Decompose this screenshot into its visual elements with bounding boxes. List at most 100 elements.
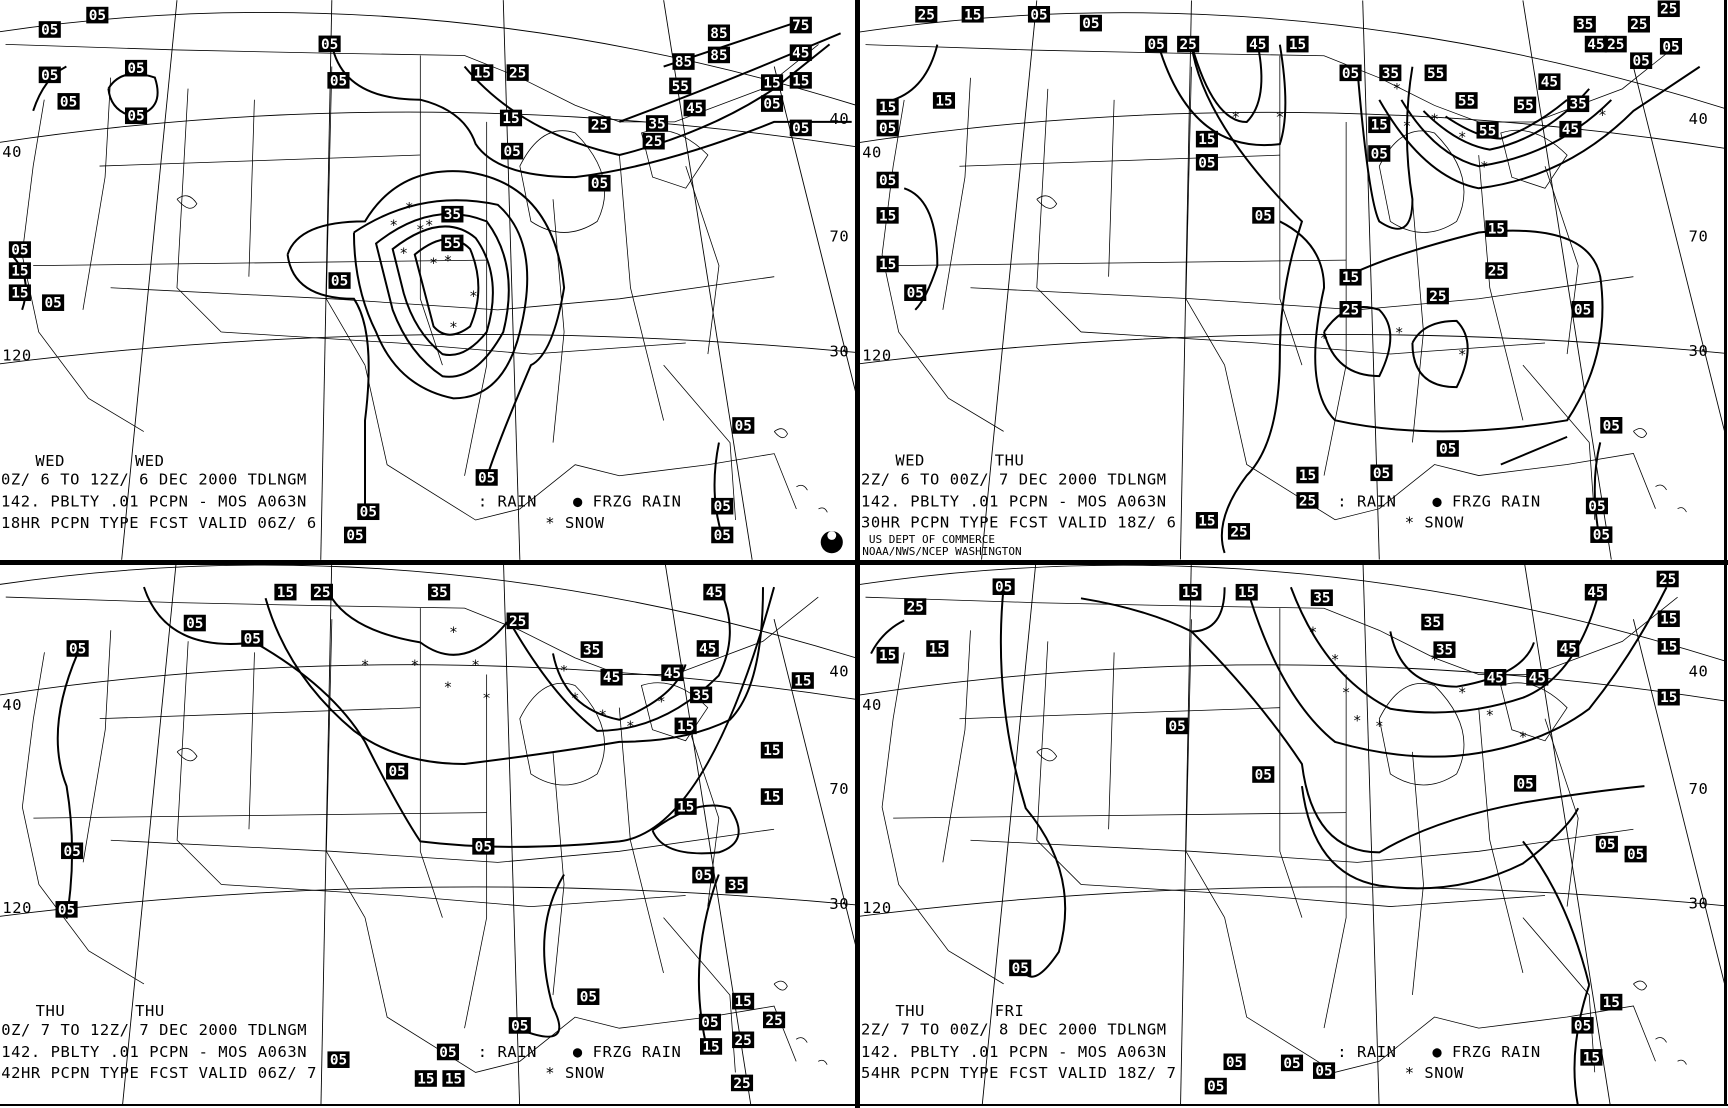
contour-label: 05 bbox=[475, 469, 498, 486]
graticule-line bbox=[122, 565, 177, 1104]
contour-label-value: 05 bbox=[11, 243, 28, 259]
contour-label: 85 bbox=[707, 24, 731, 42]
contour-label: 05 bbox=[124, 107, 148, 125]
contour-label-box bbox=[789, 119, 812, 137]
contour-label-box bbox=[38, 66, 61, 84]
contour-label: 05 bbox=[1204, 1077, 1227, 1095]
contour-label-value: 35 bbox=[430, 585, 447, 601]
snow-symbol: * bbox=[657, 695, 666, 711]
contour-label-value: 25 bbox=[1660, 2, 1677, 18]
snow-symbol: * bbox=[1276, 110, 1285, 126]
contour-label-box bbox=[1223, 1053, 1246, 1071]
contour-label-value: 35 bbox=[444, 207, 461, 223]
state-boundary bbox=[970, 276, 1634, 311]
day-start: THU bbox=[36, 1002, 66, 1020]
contour-label-box bbox=[472, 838, 495, 855]
contour-label-box bbox=[580, 641, 603, 658]
contour-label-value: 45 bbox=[1560, 642, 1577, 658]
contour-label-value: 05 bbox=[44, 296, 61, 312]
contour-label: 05 bbox=[66, 640, 89, 657]
legend-snow: * SNOW bbox=[1405, 513, 1464, 531]
state-boundary bbox=[419, 608, 443, 918]
contour-label-value: 05 bbox=[388, 764, 405, 780]
contour-label-box bbox=[683, 99, 706, 117]
snow-symbol: * bbox=[416, 223, 425, 239]
state-boundary bbox=[1036, 88, 1082, 333]
contour-line bbox=[1080, 587, 1226, 633]
contour-label-value: 25 bbox=[1179, 37, 1196, 53]
contour-label-value: 25 bbox=[1659, 572, 1676, 588]
contour-label: 45 bbox=[1557, 640, 1580, 658]
state-boundary bbox=[1522, 364, 1596, 520]
contour-label-box bbox=[328, 272, 351, 289]
contour-line bbox=[1157, 44, 1287, 147]
legend-rain: : RAIN bbox=[478, 1043, 537, 1061]
contour-label: 05 bbox=[1166, 717, 1189, 735]
state-boundary bbox=[176, 88, 222, 333]
contour-label-value: 15 bbox=[1660, 690, 1677, 706]
contour-label-box bbox=[1227, 523, 1251, 540]
contour-label-value: 15 bbox=[1299, 468, 1316, 484]
contour-label: 05 bbox=[1600, 417, 1623, 434]
state-boundary bbox=[619, 154, 665, 421]
contour-label: 05 bbox=[55, 901, 78, 918]
contour-label: 25 bbox=[506, 64, 529, 82]
noaa-logo-icon-inner bbox=[827, 531, 837, 540]
contour-label-box bbox=[1476, 122, 1499, 139]
contour-label-value: 15 bbox=[763, 76, 780, 92]
state-boundary bbox=[970, 828, 1634, 863]
contour-label-value: 15 bbox=[792, 73, 809, 89]
contour-label-value: 15 bbox=[1198, 132, 1215, 148]
state-boundary bbox=[364, 365, 797, 521]
contour-label-value: 25 bbox=[645, 134, 662, 150]
contour-label-box bbox=[725, 876, 748, 894]
contour-label: 05 bbox=[1585, 497, 1608, 515]
contour-label-value: 15 bbox=[794, 673, 811, 689]
contour-label: 25 bbox=[1627, 15, 1650, 33]
contour-label-value: 05 bbox=[591, 176, 608, 192]
contour-label-value: 35 bbox=[1576, 17, 1593, 33]
contour-label-box bbox=[904, 598, 927, 615]
contour-label-box bbox=[66, 640, 89, 657]
state-boundary bbox=[893, 812, 1347, 819]
contour-label-value: 45 bbox=[699, 641, 716, 657]
contour-label-value: 05 bbox=[89, 8, 106, 24]
contour-label-value: 15 bbox=[879, 648, 896, 664]
lon-70-label: 70 bbox=[1689, 227, 1709, 245]
state-boundary bbox=[1185, 619, 1225, 918]
contour-label-box bbox=[1424, 64, 1447, 82]
lat-40-label-right: 40 bbox=[829, 663, 849, 681]
contour-label-value: 05 bbox=[330, 73, 347, 89]
contour-line bbox=[1378, 65, 1701, 190]
contour-label: 45 bbox=[1246, 35, 1269, 53]
contour-label-value: 45 bbox=[664, 666, 681, 682]
contour-label-box bbox=[1177, 35, 1200, 53]
legend-frzg-rain: ● FRZG RAIN bbox=[1432, 1043, 1540, 1061]
state-boundary bbox=[33, 812, 487, 819]
contour-label-box bbox=[506, 64, 529, 81]
contour-line bbox=[330, 44, 852, 179]
contour-label-value: 05 bbox=[1147, 37, 1164, 53]
state-boundary bbox=[881, 99, 1004, 432]
state-boundary bbox=[685, 165, 720, 355]
contour-label-box bbox=[1657, 638, 1680, 655]
snow-symbol: * bbox=[1353, 713, 1362, 729]
graticule-line bbox=[1522, 0, 1612, 560]
contour-label-value: 15 bbox=[879, 257, 896, 273]
contour-label-box bbox=[8, 241, 31, 258]
contour-label: 15 bbox=[876, 646, 899, 664]
day-end: THU bbox=[135, 1002, 165, 1020]
contour-label-value: 25 bbox=[733, 1076, 750, 1092]
contour-label: 15 bbox=[932, 92, 956, 109]
contour-label-value: 45 bbox=[792, 46, 809, 62]
contour-label: 05 bbox=[1630, 52, 1653, 70]
panel-30hr: 40 40 70 120 30 * * * * * * * * * * * 25 15 05 05 05 25 45 15 05… bbox=[860, 0, 1724, 560]
legend-rain: : RAIN bbox=[478, 493, 537, 511]
state-boundary bbox=[1412, 199, 1424, 443]
valid-period: 12Z/ 6 TO 00Z/ 7 DEC 2000 TDLNGM bbox=[860, 470, 1167, 488]
contour-label-box bbox=[1027, 5, 1051, 23]
contour-label-value: 15 bbox=[1660, 639, 1677, 655]
contour-label-box bbox=[61, 842, 84, 860]
contour-label-value: 25 bbox=[1299, 493, 1316, 509]
